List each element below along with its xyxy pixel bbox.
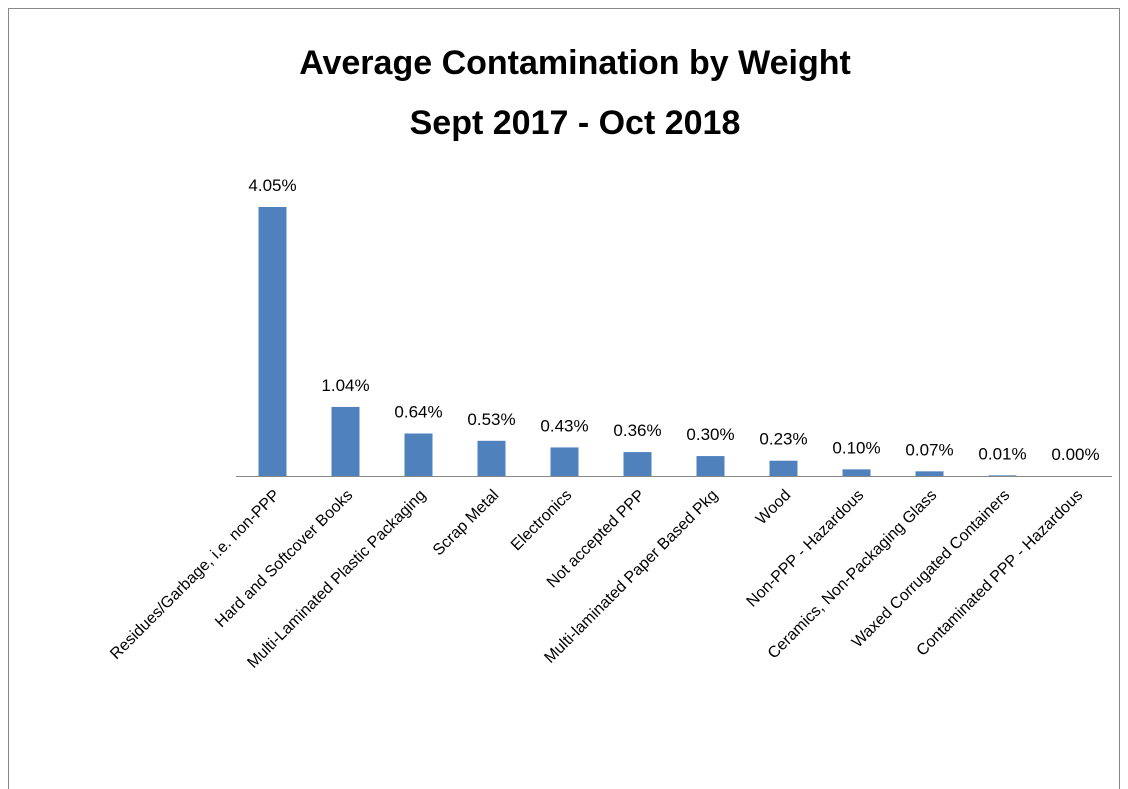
bar xyxy=(404,433,433,476)
bar xyxy=(696,456,725,476)
chart-title: Average Contamination by Weight xyxy=(299,44,851,82)
x-tick-label: Non-PPP - Hazardous xyxy=(744,487,868,611)
value-label: 0.00% xyxy=(1051,445,1099,464)
value-label: 1.04% xyxy=(321,376,369,395)
chart-frame xyxy=(8,8,1120,789)
bar xyxy=(769,460,798,476)
value-label: 0.10% xyxy=(832,438,880,457)
bar xyxy=(258,207,287,476)
x-tick-label: Wood xyxy=(753,487,794,528)
x-tick-label: Scrap Metal xyxy=(430,487,502,559)
value-label: 0.43% xyxy=(540,416,588,435)
bar xyxy=(331,406,360,476)
bar xyxy=(477,440,506,476)
chart-subtitle: Sept 2017 - Oct 2018 xyxy=(410,104,741,142)
x-tick-label: Waxed Corrugated Containers xyxy=(849,487,1013,651)
bar xyxy=(915,471,944,476)
x-tick-label: Electronics xyxy=(508,487,575,554)
value-label: 0.23% xyxy=(759,430,807,449)
value-label: 4.05% xyxy=(248,176,296,195)
value-label: 0.64% xyxy=(394,402,442,421)
x-tick-label: Hard and Softcover Books xyxy=(212,487,356,631)
value-label: 0.30% xyxy=(686,425,734,444)
bar xyxy=(988,475,1017,476)
bar xyxy=(842,469,871,476)
value-label: 0.53% xyxy=(467,410,515,429)
value-label: 0.36% xyxy=(613,421,661,440)
value-label: 0.01% xyxy=(978,444,1026,463)
bar xyxy=(550,447,579,476)
value-label: 0.07% xyxy=(905,440,953,459)
bar xyxy=(623,452,652,476)
x-tick-label: Contaminated PPP - Hazardous xyxy=(914,487,1087,660)
